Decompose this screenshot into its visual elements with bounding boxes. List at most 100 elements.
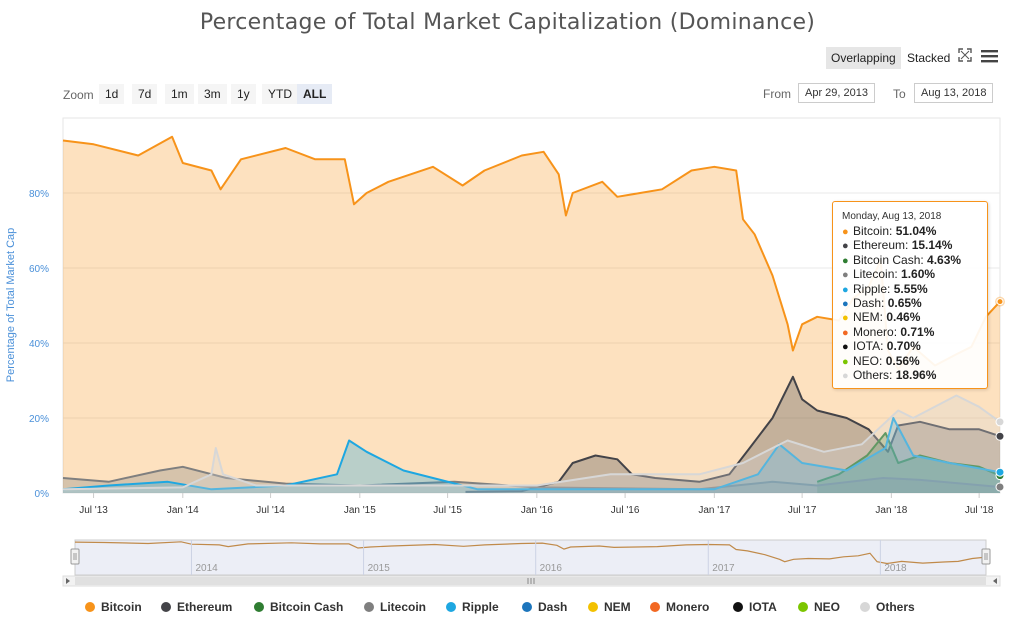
- series-end-point: [995, 417, 1005, 427]
- legend-label: Bitcoin Cash: [270, 600, 344, 614]
- legend-label: NEO: [814, 600, 841, 614]
- zoom-7d-button[interactable]: 7d: [132, 84, 158, 104]
- y-axis-title: Percentage of Total Market Cap: [5, 228, 17, 383]
- series-dot-icon: ●: [842, 341, 849, 354]
- tooltip-date: Monday, Aug 13, 2018: [842, 211, 942, 222]
- legend-dot-icon: [364, 602, 374, 612]
- series-dot-icon: ●: [842, 297, 849, 310]
- tooltip-row: ● Dash: 0.65%: [842, 295, 922, 310]
- tooltip-series-name: NEO: [853, 353, 880, 368]
- series-end-point: [995, 467, 1005, 477]
- series-end-point: [995, 482, 1005, 492]
- legend-label: Ethereum: [177, 600, 233, 614]
- tooltip-row: ● Litecoin: 1.60%: [842, 267, 936, 282]
- tooltip-row: ● Monero: 0.71%: [842, 324, 935, 339]
- tooltip-row: ● Others: 18.96%: [842, 367, 937, 382]
- y-tick-label: 40%: [29, 339, 49, 350]
- legend-item[interactable]: Monero: [650, 600, 709, 614]
- tooltip-row: ● Ripple: 5.55%: [842, 281, 928, 296]
- x-tick-label: Jan '16: [521, 505, 553, 516]
- navigator-year-label: 2017: [712, 563, 735, 574]
- tooltip-series-value: 51.04%: [895, 224, 937, 238]
- zoom-1y-button[interactable]: 1y: [231, 84, 256, 104]
- fullscreen-icon[interactable]: [958, 48, 972, 62]
- scroll-right-icon[interactable]: [993, 578, 997, 584]
- legend-label: Bitcoin: [101, 600, 142, 614]
- legend-label: Ripple: [462, 600, 499, 614]
- tooltip-row: ● IOTA: 0.70%: [842, 339, 921, 354]
- tooltip-row: ● Ethereum: 15.14%: [842, 238, 953, 253]
- tooltip-series-name: Bitcoin Cash: [853, 252, 921, 267]
- legend-dot-icon: [588, 602, 598, 612]
- tooltip-series-value: 15.14%: [911, 238, 953, 253]
- x-tick-label: Jul '15: [433, 505, 462, 516]
- y-tick-label: 0%: [35, 489, 50, 500]
- tooltip-series-value: 4.63%: [927, 252, 962, 267]
- zoom-ytd-button[interactable]: YTD: [262, 84, 298, 104]
- stacked-button[interactable]: Stacked: [907, 51, 951, 65]
- zoom-label: Zoom: [63, 88, 94, 102]
- series-dot-icon: ●: [842, 369, 849, 382]
- series-dot-icon: ●: [842, 254, 849, 267]
- x-tick-label: Jul '13: [79, 505, 108, 516]
- series-area-bitcoin-cash: [817, 433, 1000, 493]
- tooltip-series-name: NEM: [853, 310, 880, 325]
- tooltip-row: ● NEM: 0.46%: [842, 310, 921, 325]
- navigator-year-label: 2014: [195, 563, 218, 574]
- legend-item[interactable]: Litecoin: [364, 600, 426, 614]
- legend-label: Monero: [666, 600, 710, 614]
- x-tick-label: Jul '17: [788, 505, 817, 516]
- tooltip-series-value: 0.65%: [887, 295, 922, 310]
- legend-item[interactable]: NEM: [588, 600, 631, 614]
- legend-dot-icon: [446, 602, 456, 612]
- tooltip-series-name: Bitcoin: [853, 224, 890, 238]
- zoom-all-button[interactable]: ALL: [297, 84, 333, 104]
- legend-item[interactable]: NEO: [798, 600, 840, 614]
- legend-dot-icon: [522, 602, 532, 612]
- legend-dot-icon: [161, 602, 171, 612]
- y-tick-label: 80%: [29, 189, 49, 200]
- tooltip-series-value: 0.71%: [900, 324, 935, 339]
- hamburger-menu-icon[interactable]: [981, 50, 998, 63]
- legend-item[interactable]: IOTA: [733, 600, 777, 614]
- x-tick-label: Jan '14: [167, 505, 199, 516]
- legend-dot-icon: [733, 602, 743, 612]
- to-date-input[interactable]: Aug 13, 2018: [914, 83, 994, 103]
- legend-dot-icon: [85, 602, 95, 612]
- chart-title: Percentage of Total Market Capitalizatio…: [199, 10, 816, 35]
- tooltip-series-value: 1.60%: [901, 267, 936, 282]
- legend-dot-icon: [798, 602, 808, 612]
- legend-item[interactable]: Others: [860, 600, 915, 614]
- legend-item[interactable]: Bitcoin: [85, 600, 142, 614]
- series-area-ripple: [63, 418, 1000, 493]
- legend-item[interactable]: Ethereum: [161, 600, 232, 614]
- series-dot-icon: ●: [842, 355, 849, 368]
- tooltip-series-value: 18.96%: [895, 367, 937, 382]
- zoom-3m-button[interactable]: 3m: [198, 84, 227, 104]
- legend-item[interactable]: Ripple: [446, 600, 499, 614]
- series-line-bitcoin-cash: [816, 432, 1001, 483]
- legend-item[interactable]: Dash: [522, 600, 567, 614]
- zoom-1m-button[interactable]: 1m: [165, 84, 194, 104]
- x-tick-label: Jul '14: [256, 505, 285, 516]
- series-line-ethereum: [465, 375, 1001, 493]
- navigator-year-label: 2015: [368, 563, 391, 574]
- from-date-input[interactable]: Apr 29, 2013: [798, 83, 875, 103]
- overlapping-button[interactable]: Overlapping: [826, 47, 901, 69]
- tooltip-row: ● Bitcoin: 51.04%: [842, 224, 937, 238]
- navigator-year-label: 2016: [540, 563, 563, 574]
- y-tick-label: 60%: [29, 264, 49, 275]
- series-dot-icon: ●: [842, 240, 849, 253]
- navigator-handle[interactable]: [70, 548, 80, 565]
- x-tick-label: Jan '17: [698, 505, 730, 516]
- scroll-left-icon[interactable]: [66, 578, 70, 584]
- navigator-handle[interactable]: [981, 548, 991, 565]
- to-label: To: [893, 87, 906, 101]
- tooltip-series-name: Ripple: [853, 281, 888, 296]
- legend-dot-icon: [254, 602, 264, 612]
- zoom-1d-button[interactable]: 1d: [99, 84, 125, 104]
- chart-tooltip: Monday, Aug 13, 2018 ● Bitcoin: 51.04% ● Et…: [832, 201, 988, 389]
- series-dot-icon: ●: [842, 312, 849, 325]
- legend-item[interactable]: Bitcoin Cash: [254, 600, 343, 614]
- tooltip-series-value: 0.70%: [886, 339, 921, 354]
